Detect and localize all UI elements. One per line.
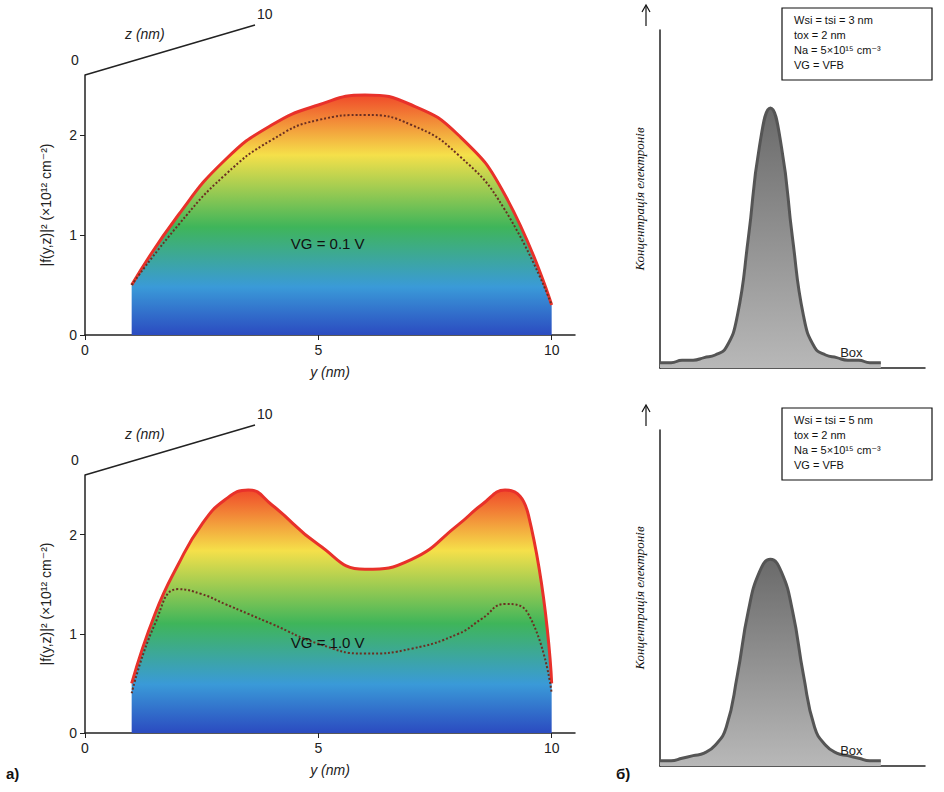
svg-text:а): а) <box>6 765 19 782</box>
svg-text:Na = 5×10¹⁵ cm⁻³: Na = 5×10¹⁵ cm⁻³ <box>794 44 881 56</box>
svg-text:VG = VFB: VG = VFB <box>794 59 844 71</box>
svg-text:Box: Box <box>840 345 863 360</box>
svg-text:Na = 5×10¹⁵ cm⁻³: Na = 5×10¹⁵ cm⁻³ <box>794 444 881 456</box>
svg-text:10: 10 <box>257 6 273 22</box>
svg-text:Концентрація електронів: Концентрація електронів <box>632 127 647 271</box>
svg-text:VG = 0.1 V: VG = 0.1 V <box>291 235 365 252</box>
svg-text:10: 10 <box>257 406 273 422</box>
svg-text:0: 0 <box>81 342 89 358</box>
svg-text:VG = 1.0 V: VG = 1.0 V <box>291 634 365 651</box>
svg-text:y (nm): y (nm) <box>309 364 350 380</box>
svg-text:1: 1 <box>69 227 77 243</box>
svg-text:2: 2 <box>69 127 77 143</box>
svg-text:0: 0 <box>71 452 79 468</box>
svg-text:Box: Box <box>840 743 863 758</box>
svg-text:1: 1 <box>69 626 77 642</box>
svg-text:Wsi = tsi = 5 nm: Wsi = tsi = 5 nm <box>794 414 873 426</box>
svg-text:0: 0 <box>69 327 77 343</box>
svg-text:5: 5 <box>314 740 322 756</box>
svg-text:|f(y,z)|² (×10¹² cm⁻²): |f(y,z)|² (×10¹² cm⁻²) <box>38 543 54 666</box>
svg-text:10: 10 <box>544 740 560 756</box>
svg-text:|f(y,z)|² (×10¹² cm⁻²): |f(y,z)|² (×10¹² cm⁻²) <box>38 144 54 267</box>
svg-text:y (nm): y (nm) <box>309 762 350 778</box>
svg-text:5: 5 <box>314 342 322 358</box>
svg-text:0: 0 <box>81 740 89 756</box>
svg-text:z (nm): z (nm) <box>124 26 165 42</box>
svg-text:tox = 2 nm: tox = 2 nm <box>794 429 846 441</box>
svg-text:Wsi = tsi = 3 nm: Wsi = tsi = 3 nm <box>794 14 873 26</box>
svg-text:0: 0 <box>71 52 79 68</box>
svg-text:0: 0 <box>69 725 77 741</box>
svg-text:tox = 2 nm: tox = 2 nm <box>794 29 846 41</box>
svg-text:б): б) <box>616 765 630 782</box>
svg-text:10: 10 <box>544 342 560 358</box>
svg-text:z (nm): z (nm) <box>124 426 165 442</box>
svg-text:2: 2 <box>69 527 77 543</box>
svg-text:Концентрація електронів: Концентрація електронів <box>632 526 647 670</box>
svg-text:VG = VFB: VG = VFB <box>794 459 844 471</box>
